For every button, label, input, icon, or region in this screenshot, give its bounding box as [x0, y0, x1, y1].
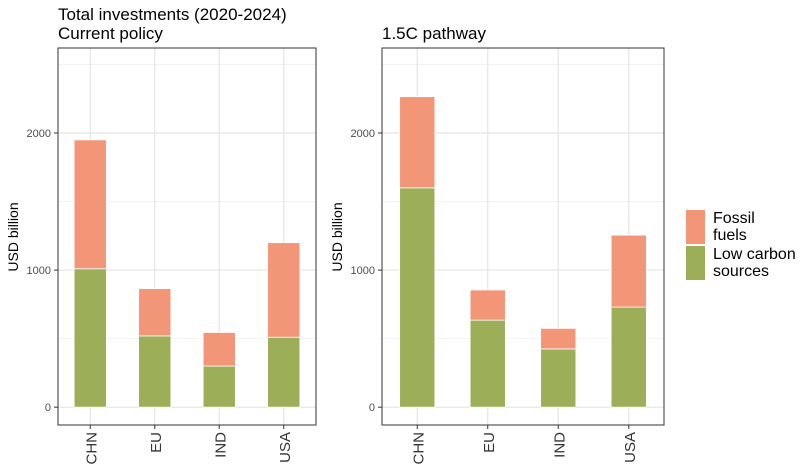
y-tick-label: 0 [45, 402, 51, 414]
bar-chn-low-carbon-sources [73, 268, 107, 408]
bar-usa-fossil-fuels [267, 242, 301, 338]
y-tick-label: 2000 [351, 128, 375, 140]
bar-chn-fossil-fuels [73, 139, 107, 270]
legend: Fossil fuels Low carbon sources [686, 210, 796, 282]
legend-item-fossil: Fossil fuels [686, 210, 796, 244]
bar-usa-low-carbon-sources [610, 306, 647, 408]
bar-chn-low-carbon-sources [399, 187, 436, 408]
bar-usa-fossil-fuels [610, 234, 647, 308]
x-tick-label-eu: EU [148, 432, 165, 453]
x-tick-label-ind: IND [212, 432, 229, 458]
legend-key-fossil [686, 210, 705, 244]
panel-2-title: 1.5C pathway [382, 24, 486, 43]
x-tick-label-usa: USA [277, 432, 294, 463]
bar-ind-fossil-fuels [202, 332, 236, 367]
bar-eu-low-carbon-sources [138, 335, 172, 408]
bar-chn-fossil-fuels [399, 96, 436, 189]
bar-eu-fossil-fuels [138, 288, 172, 337]
x-tick-label-ind: IND [551, 432, 568, 458]
y-axis-label: USD billion [5, 202, 21, 271]
x-tick-label-chn: CHN [410, 432, 427, 465]
legend-label-low-carbon: Low carbon sources [713, 246, 796, 280]
x-tick-label-chn: CHN [83, 432, 100, 465]
bar-eu-low-carbon-sources [469, 319, 506, 408]
x-tick-label-eu: EU [481, 432, 498, 453]
y-tick-label: 0 [369, 402, 375, 414]
y-tick-label: 1000 [27, 265, 51, 277]
bar-ind-fossil-fuels [540, 327, 577, 350]
bar-usa-low-carbon-sources [267, 336, 301, 408]
y-tick-label: 1000 [351, 265, 375, 277]
panel-border [381, 47, 665, 426]
panel-2: 0 1000 2000 CHN EU IND USA USD billion [329, 47, 665, 465]
bar-eu-fossil-fuels [469, 289, 506, 321]
legend-item-low-carbon: Low carbon sources [686, 246, 796, 280]
bar-ind-low-carbon-sources [540, 348, 577, 408]
panel-border [57, 47, 317, 426]
panel-1-title: Total investments (2020-2024) [58, 5, 287, 24]
panel-1-subtitle: Current policy [58, 24, 163, 43]
legend-label-fossil: Fossil fuels [713, 210, 755, 244]
legend-key-low-carbon [686, 246, 705, 280]
y-axis-label: USD billion [329, 202, 345, 271]
panel-1: 0 1000 2000 CHN EU IND USA USD billion [5, 47, 317, 465]
bar-ind-low-carbon-sources [202, 365, 236, 408]
y-tick-label: 2000 [27, 128, 51, 140]
x-tick-label-usa: USA [622, 432, 639, 463]
